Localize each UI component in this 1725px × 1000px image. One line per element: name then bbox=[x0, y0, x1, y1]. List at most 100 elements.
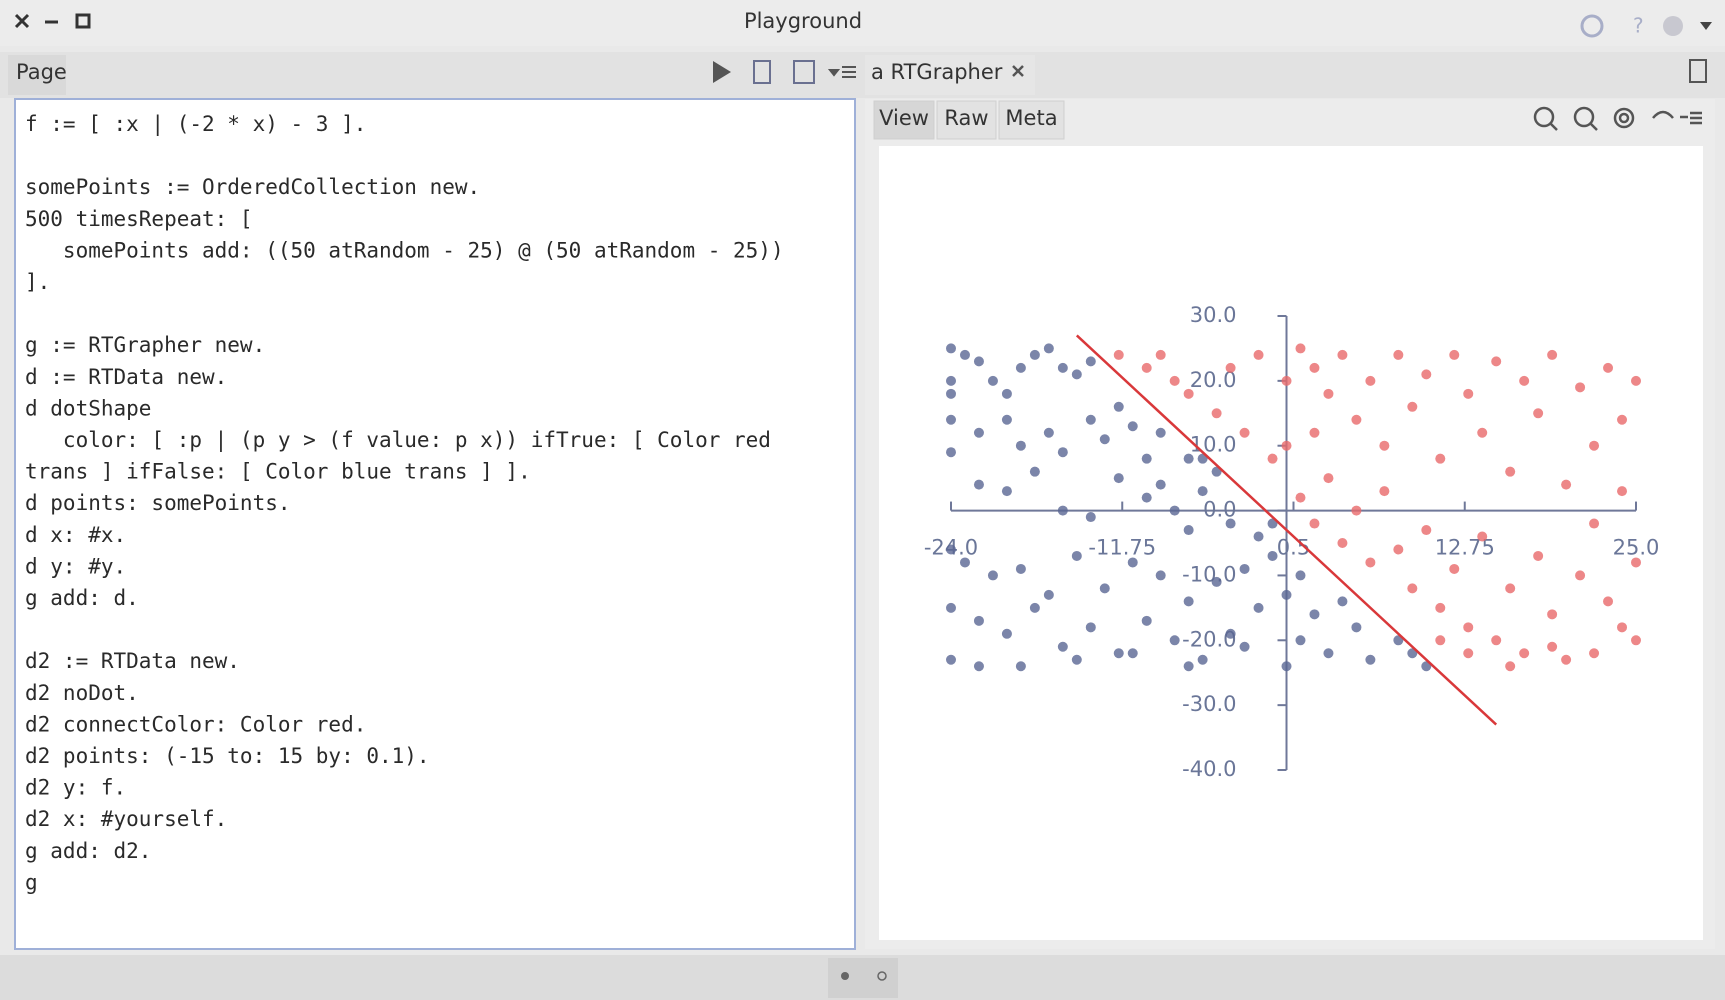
data-point bbox=[1337, 596, 1348, 607]
data-point bbox=[1253, 531, 1264, 542]
code-line: color: [ :p | (p y > (f value: p x)) ifT… bbox=[25, 428, 771, 453]
inspect-icon[interactable] bbox=[1689, 59, 1707, 83]
code-line: g add: d. bbox=[25, 586, 139, 610]
data-point bbox=[1169, 505, 1180, 516]
data-point bbox=[1477, 427, 1488, 438]
grapher-tab[interactable] bbox=[865, 55, 1035, 95]
data-point bbox=[987, 570, 998, 581]
y-tick-label: -10.0 bbox=[1182, 562, 1236, 586]
data-point bbox=[1281, 375, 1292, 386]
data-point bbox=[1029, 602, 1040, 613]
data-point bbox=[1253, 349, 1264, 360]
data-point bbox=[1001, 388, 1012, 399]
data-point bbox=[1001, 414, 1012, 425]
code-line: d dotShape bbox=[25, 396, 151, 420]
view-tab[interactable] bbox=[936, 100, 997, 140]
data-point bbox=[1057, 362, 1068, 373]
code-line: d2 noDot. bbox=[25, 681, 139, 705]
data-point bbox=[1071, 369, 1082, 380]
data-point bbox=[1393, 544, 1404, 555]
view-tab-label[interactable]: Raw bbox=[944, 106, 988, 130]
y-tick-label: -40.0 bbox=[1182, 757, 1236, 781]
data-point bbox=[1141, 362, 1152, 373]
data-point bbox=[1323, 388, 1334, 399]
view-tab[interactable] bbox=[998, 100, 1065, 140]
data-point bbox=[959, 557, 970, 568]
data-point bbox=[1141, 492, 1152, 503]
data-point bbox=[1463, 648, 1474, 659]
data-point bbox=[1351, 414, 1362, 425]
data-point bbox=[973, 356, 984, 367]
data-point bbox=[1169, 635, 1180, 646]
data-point bbox=[1603, 596, 1614, 607]
view-tabs: View Raw Meta bbox=[873, 100, 1065, 140]
view-tab-label[interactable]: Meta bbox=[1005, 106, 1057, 130]
data-point bbox=[1225, 628, 1236, 639]
title-bar bbox=[0, 0, 1725, 46]
data-point bbox=[1407, 401, 1418, 412]
grapher-tab-label[interactable]: a RTGrapher bbox=[871, 60, 1003, 84]
window-controls[interactable] bbox=[14, 13, 91, 29]
data-point bbox=[946, 414, 956, 425]
page-tab[interactable] bbox=[8, 55, 66, 95]
code-line: ]. bbox=[25, 270, 50, 294]
data-point bbox=[1631, 375, 1641, 386]
view-tab[interactable] bbox=[873, 100, 935, 140]
data-point bbox=[1547, 609, 1558, 620]
page-dot[interactable] bbox=[841, 972, 849, 980]
code-editor[interactable] bbox=[14, 98, 856, 950]
data-point bbox=[1295, 635, 1306, 646]
data-point bbox=[1631, 635, 1641, 646]
data-point bbox=[1225, 518, 1236, 529]
data-point bbox=[1477, 531, 1488, 542]
data-point bbox=[1365, 375, 1376, 386]
close-tab[interactable] bbox=[1012, 65, 1024, 77]
zoom-icons[interactable] bbox=[1533, 106, 1702, 131]
data-point bbox=[973, 615, 984, 626]
data-point bbox=[1043, 427, 1054, 438]
data-point bbox=[1099, 583, 1110, 594]
data-point bbox=[973, 427, 984, 438]
code-line: d := RTData new. bbox=[25, 365, 227, 389]
data-point bbox=[1253, 602, 1264, 613]
data-point bbox=[1015, 563, 1026, 574]
data-point bbox=[1491, 356, 1502, 367]
data-point bbox=[1197, 486, 1208, 497]
data-point bbox=[1449, 563, 1460, 574]
data-point bbox=[1071, 550, 1082, 561]
data-line bbox=[1075, 334, 1498, 726]
data-point bbox=[1057, 505, 1068, 516]
data-point bbox=[1561, 654, 1572, 665]
title-icons[interactable]: ? bbox=[1580, 14, 1712, 38]
data-point bbox=[1015, 440, 1026, 451]
data-point bbox=[1617, 486, 1628, 497]
view-tab-label[interactable]: View bbox=[879, 106, 929, 130]
toolbar-icons[interactable] bbox=[713, 60, 856, 84]
data-point bbox=[1519, 375, 1530, 386]
data-point bbox=[1337, 349, 1348, 360]
data-point bbox=[1127, 557, 1138, 568]
data-point bbox=[1113, 401, 1124, 412]
chart: -24.0-11.750.512.7525.030.020.010.00.0-1… bbox=[924, 303, 1660, 781]
code-line: somePoints := OrderedCollection new. bbox=[25, 175, 480, 199]
data-point bbox=[1547, 641, 1558, 652]
data-point bbox=[1309, 609, 1320, 620]
data-point bbox=[1519, 648, 1530, 659]
data-point bbox=[1365, 557, 1376, 568]
data-point bbox=[1435, 635, 1446, 646]
data-point bbox=[1309, 362, 1320, 373]
page-dot[interactable] bbox=[877, 971, 887, 981]
data-point bbox=[987, 375, 998, 386]
data-point bbox=[1295, 492, 1306, 503]
y-tick-label: 30.0 bbox=[1190, 303, 1237, 327]
data-point bbox=[946, 447, 956, 458]
data-point bbox=[1127, 421, 1138, 432]
data-point bbox=[1281, 589, 1292, 600]
data-point bbox=[1589, 518, 1600, 529]
data-point bbox=[1155, 427, 1166, 438]
data-point bbox=[1043, 343, 1054, 354]
code-line: g bbox=[25, 870, 38, 894]
page-tab-label[interactable]: Page bbox=[16, 60, 67, 84]
data-point bbox=[1015, 362, 1026, 373]
data-point bbox=[1169, 375, 1180, 386]
